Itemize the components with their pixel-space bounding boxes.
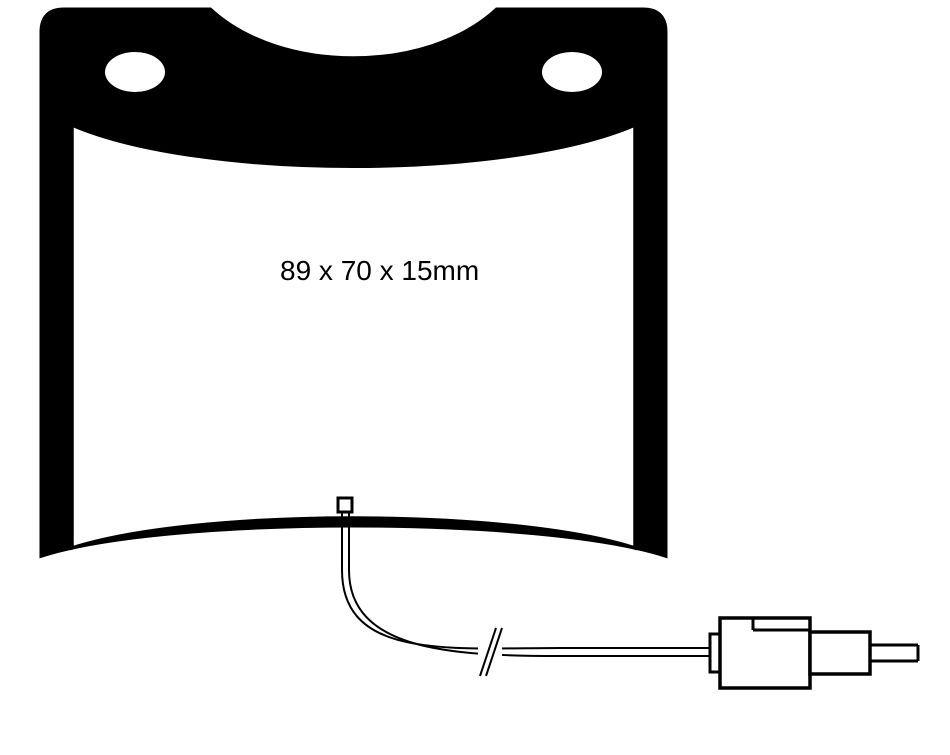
sensor-connector [710,618,918,688]
mounting-hole-left [105,52,165,92]
wire-break-mark [478,628,502,676]
diagram-canvas: 89 x 70 x 15mm [0,0,950,755]
sensor-entry [338,498,352,512]
mounting-hole-right [542,52,602,92]
dimension-label: 89 x 70 x 15mm [280,255,479,287]
brake-pad-diagram [0,0,950,755]
pad-friction-surface [72,125,635,548]
